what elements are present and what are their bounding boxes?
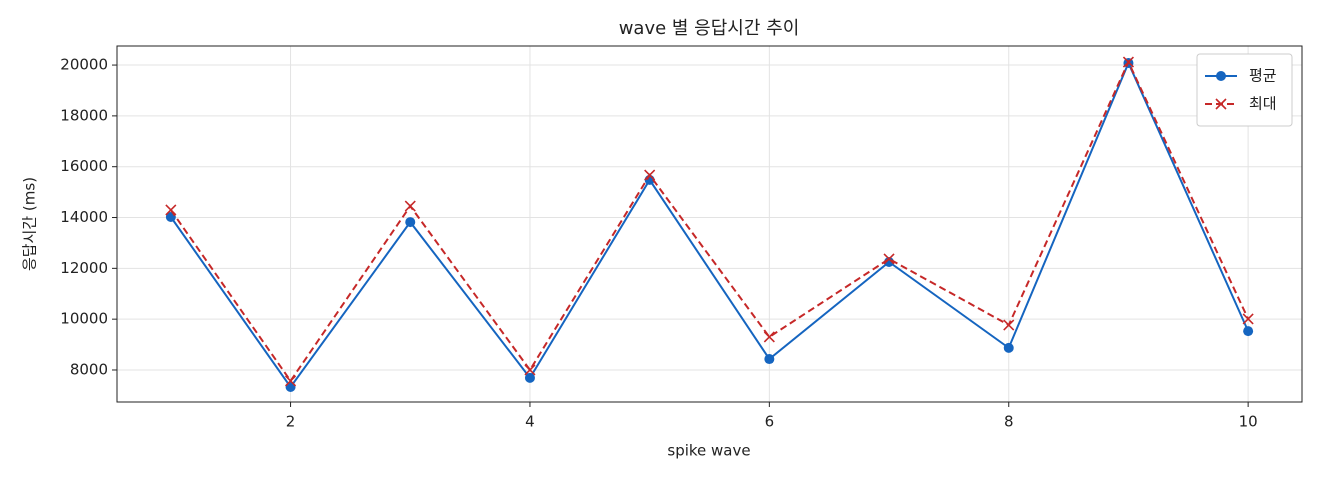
plot-frame <box>116 45 1303 403</box>
y-tick-label: 12000 <box>60 259 108 277</box>
legend-label: 평균 <box>1249 67 1277 85</box>
x-axis-label: spike wave <box>667 442 750 460</box>
x-tick-label: 4 <box>525 413 535 431</box>
x-tick-label: 6 <box>765 413 775 431</box>
marker <box>1003 319 1015 331</box>
series-line <box>170 59 1250 383</box>
y-tick-label: 10000 <box>60 310 108 328</box>
marker <box>1242 313 1254 325</box>
y-tick-label: 8000 <box>70 360 108 378</box>
marker <box>1003 342 1014 353</box>
y-tick-label: 20000 <box>60 56 108 74</box>
marker <box>1122 56 1135 68</box>
y-tick-label: 14000 <box>60 208 108 226</box>
legend-marker <box>1215 98 1227 110</box>
y-axis-label: 응답시간 (ms) <box>21 177 39 271</box>
marker <box>1243 326 1254 337</box>
chart-title: wave 별 응답시간 추이 <box>619 18 800 39</box>
legend-box <box>1196 53 1293 127</box>
series-line <box>170 60 1250 389</box>
marker <box>644 169 656 181</box>
marker <box>165 204 177 216</box>
y-tick-label: 16000 <box>60 157 108 175</box>
marker <box>764 354 775 365</box>
x-tick-label: 2 <box>286 413 296 431</box>
marker <box>883 253 895 265</box>
legend-label: 최대 <box>1249 95 1277 113</box>
x-tick-label: 10 <box>1239 413 1258 431</box>
x-tick-label: 8 <box>1004 413 1014 431</box>
marker <box>524 364 536 376</box>
marker <box>405 217 416 228</box>
marker <box>763 331 775 343</box>
legend-marker <box>1216 71 1226 81</box>
marker <box>524 372 535 383</box>
marker <box>404 200 416 212</box>
marker <box>284 375 297 387</box>
y-tick-label: 18000 <box>60 106 108 124</box>
